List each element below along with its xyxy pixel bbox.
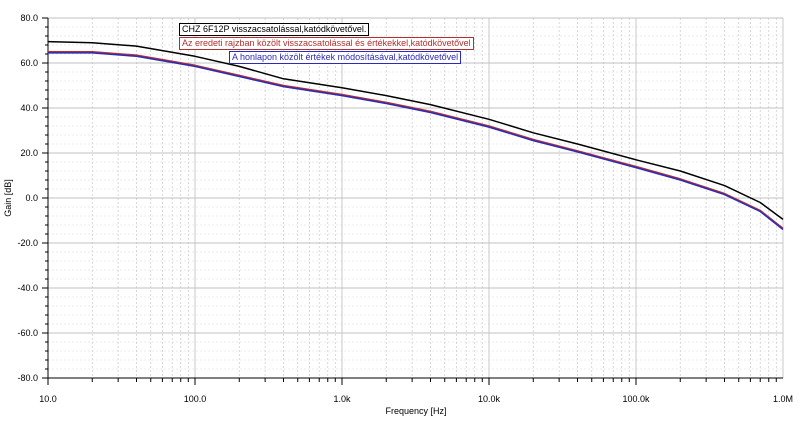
- axis-labels: Frequency [Hz] Gain [dB]: [3, 179, 447, 416]
- y-tick-label: -80.0: [17, 373, 38, 383]
- x-tick-label: 1.0k: [333, 394, 351, 404]
- y-tick-label: 20.0: [20, 148, 38, 158]
- series-line-3: [48, 52, 784, 231]
- x-axis-label: Frequency [Hz]: [385, 406, 446, 416]
- x-tick-label: 10.0k: [478, 394, 501, 404]
- y-tick-label: 0.0: [25, 193, 38, 203]
- y-tick-label: -20.0: [17, 238, 38, 248]
- series-line-2: [48, 51, 784, 229]
- legend-entry-2: Az eredeti rajzban közölt visszacsatolás…: [179, 37, 474, 50]
- y-axis-label: Gain [dB]: [3, 179, 13, 217]
- y-tick-label: 60.0: [20, 58, 38, 68]
- y-tick-label: 40.0: [20, 103, 38, 113]
- y-tick-label: -60.0: [17, 328, 38, 338]
- axis-ticks: 80.0 60.0 40.0 20.0 0.0 -20.0 -40.0 -60.0 -80.0 1…: [17, 13, 793, 404]
- x-tick-label: 100.0k: [622, 394, 650, 404]
- y-tick-label: 80.0: [20, 13, 38, 23]
- grid: [47, 17, 784, 379]
- legend-entry-1: CHZ 6F12P visszacsatolással,katódkövetőv…: [179, 23, 370, 36]
- y-tick-label: -40.0: [17, 283, 38, 293]
- series-line-1: [47, 40, 784, 221]
- x-tick-label: 100.0: [184, 394, 207, 404]
- series-lines: [47, 40, 784, 231]
- legend-entry-3: A honlapon közölt értékek módosításával,…: [229, 51, 462, 64]
- x-tick-label: 10.0: [39, 394, 57, 404]
- x-tick-label: 1.0M: [773, 394, 793, 404]
